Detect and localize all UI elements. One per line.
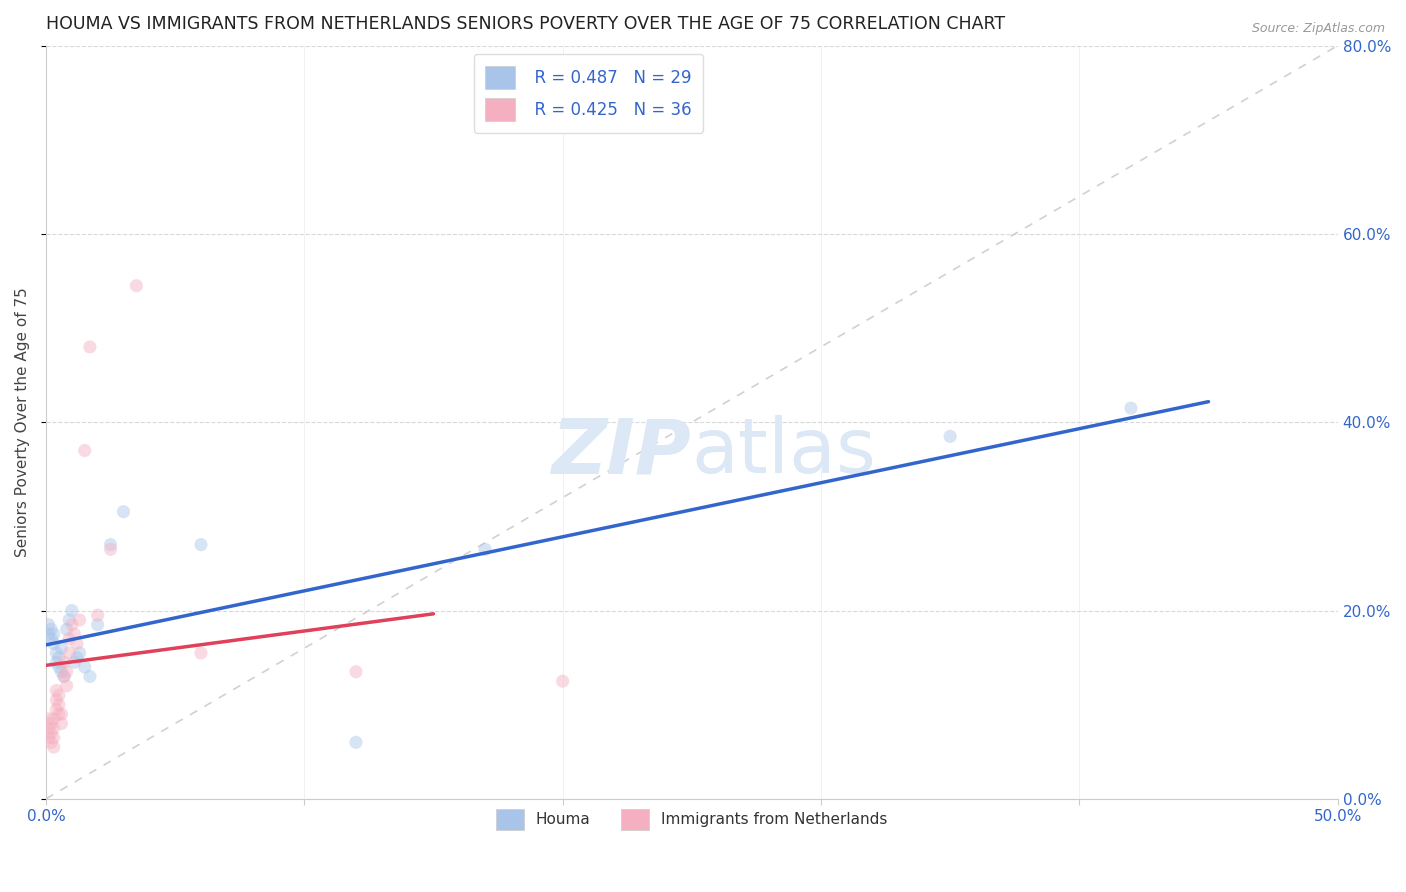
- Point: [73, 443, 96, 458]
- Point: [474, 542, 496, 557]
- Point: [38, 721, 60, 735]
- Point: [51, 665, 73, 679]
- Point: [42, 636, 65, 650]
- Point: [939, 429, 962, 443]
- Point: [58, 632, 80, 646]
- Point: [48, 698, 70, 712]
- Point: [45, 683, 67, 698]
- Text: ZIP: ZIP: [553, 416, 692, 490]
- Legend: Houma, Immigrants from Netherlands: Houma, Immigrants from Netherlands: [491, 803, 893, 837]
- Point: [79, 340, 101, 354]
- Text: atlas: atlas: [692, 416, 877, 490]
- Point: [58, 646, 80, 660]
- Text: HOUMA VS IMMIGRANTS FROM NETHERLANDS SENIORS POVERTY OVER THE AGE OF 75 CORRELAT: HOUMA VS IMMIGRANTS FROM NETHERLANDS SEN…: [46, 15, 1005, 33]
- Point: [51, 716, 73, 731]
- Point: [86, 617, 108, 632]
- Point: [42, 712, 65, 726]
- Point: [39, 735, 62, 749]
- Point: [190, 538, 212, 552]
- Point: [344, 735, 367, 749]
- Point: [344, 665, 367, 679]
- Point: [42, 731, 65, 745]
- Point: [58, 613, 80, 627]
- Point: [39, 623, 62, 637]
- Point: [45, 656, 67, 670]
- Point: [69, 646, 91, 660]
- Point: [86, 608, 108, 623]
- Point: [69, 613, 91, 627]
- Point: [45, 693, 67, 707]
- Point: [55, 623, 77, 637]
- Point: [100, 542, 122, 557]
- Point: [60, 603, 83, 617]
- Point: [60, 617, 83, 632]
- Point: [53, 669, 76, 683]
- Point: [66, 650, 89, 665]
- Point: [190, 646, 212, 660]
- Point: [55, 665, 77, 679]
- Point: [48, 660, 70, 674]
- Point: [51, 707, 73, 722]
- Point: [551, 674, 574, 689]
- Point: [38, 627, 60, 641]
- Point: [38, 731, 60, 745]
- Point: [48, 688, 70, 702]
- Text: Source: ZipAtlas.com: Source: ZipAtlas.com: [1251, 22, 1385, 36]
- Y-axis label: Seniors Poverty Over the Age of 75: Seniors Poverty Over the Age of 75: [15, 287, 30, 558]
- Point: [1119, 401, 1142, 416]
- Point: [39, 716, 62, 731]
- Point: [45, 702, 67, 716]
- Point: [63, 656, 86, 670]
- Point: [55, 679, 77, 693]
- Point: [39, 632, 62, 646]
- Point: [66, 636, 89, 650]
- Point: [38, 712, 60, 726]
- Point: [42, 739, 65, 754]
- Point: [42, 721, 65, 735]
- Point: [42, 627, 65, 641]
- Point: [45, 646, 67, 660]
- Point: [39, 726, 62, 740]
- Point: [48, 650, 70, 665]
- Point: [73, 660, 96, 674]
- Point: [125, 278, 148, 293]
- Point: [63, 627, 86, 641]
- Point: [53, 656, 76, 670]
- Point: [112, 505, 135, 519]
- Point: [79, 669, 101, 683]
- Point: [48, 707, 70, 722]
- Point: [100, 538, 122, 552]
- Point: [38, 617, 60, 632]
- Point: [51, 641, 73, 656]
- Point: [53, 669, 76, 683]
